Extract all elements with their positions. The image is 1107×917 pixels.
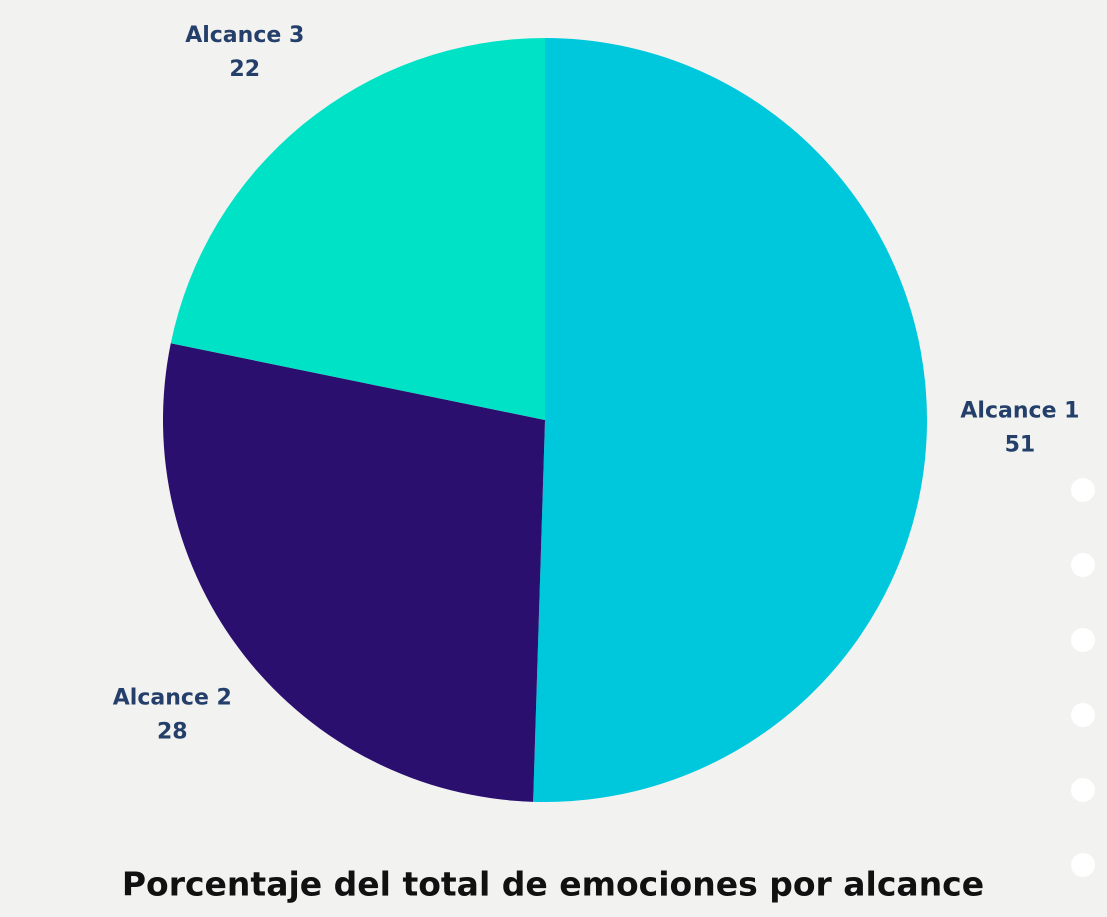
slice-value: 28	[157, 720, 188, 745]
slice-label: Alcance 2	[113, 686, 232, 711]
pie-slice	[170, 38, 545, 420]
pie-slice	[533, 38, 927, 802]
slice-label: Alcance 1	[960, 398, 1079, 423]
chart-title: Porcentaje del total de emociones por al…	[122, 865, 984, 904]
slice-value: 51	[1005, 432, 1036, 457]
decorative-dots	[1071, 478, 1095, 877]
pie-slice	[163, 343, 546, 802]
slice-label: Alcance 3	[185, 23, 304, 48]
slice-value: 22	[229, 57, 260, 82]
